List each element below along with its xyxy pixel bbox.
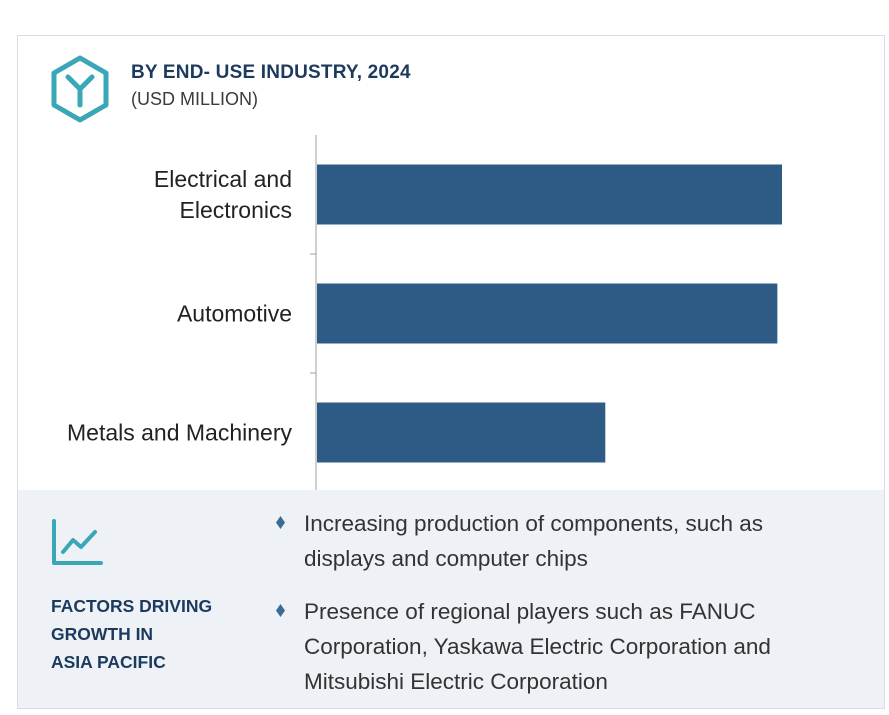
factors-heading-line: ASIA PACIFIC <box>51 652 166 672</box>
factor-text: Increasing production of components, suc… <box>304 506 864 576</box>
category-label: Automotive <box>177 301 292 327</box>
category-label: Metals and Machinery <box>67 420 292 446</box>
factors-heading-line: FACTORS DRIVING <box>51 596 213 616</box>
bar <box>317 164 782 225</box>
factor-text: Presence of regional players such as FAN… <box>304 594 864 699</box>
diamond-bullet-icon <box>276 516 285 529</box>
chart-title: BY END- USE INDUSTRY, 2024 <box>131 62 411 83</box>
category-label-line: Metals and Machinery <box>67 420 292 446</box>
bar <box>317 402 606 463</box>
factors-heading: FACTORS DRIVING GROWTH IN ASIA PACIFIC <box>51 592 261 676</box>
category-label: Electrical and Electronics <box>154 166 292 223</box>
line-chart-icon <box>52 519 103 565</box>
factor-line: Mitsubishi Electric Corporation <box>304 669 608 694</box>
category-label-line: Automotive <box>177 301 292 327</box>
category-label-line: Electronics <box>180 197 292 223</box>
bar <box>317 283 778 344</box>
chart-subtitle: (USD MILLION) <box>131 89 259 109</box>
factors-heading-line: GROWTH IN <box>51 624 154 644</box>
category-label-line: Electrical and <box>154 166 292 192</box>
factor-line: Presence of regional players such as FAN… <box>304 599 756 624</box>
diamond-bullet-icon <box>276 604 285 617</box>
factor-line: Increasing production of components, suc… <box>304 511 764 536</box>
factors-panel <box>18 490 884 708</box>
y-hexagon-icon <box>51 55 109 123</box>
factor-line: displays and computer chips <box>304 546 588 571</box>
factor-line: Corporation, Yaskawa Electric Corporatio… <box>304 634 771 659</box>
